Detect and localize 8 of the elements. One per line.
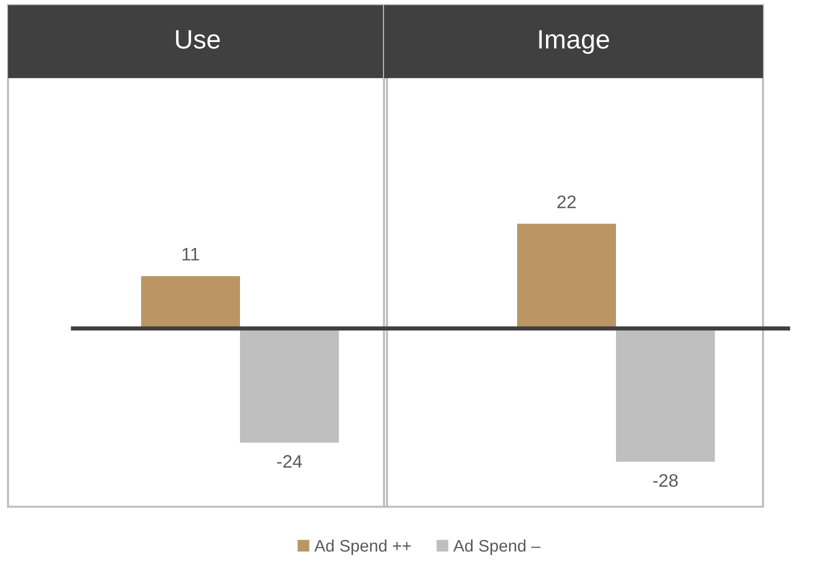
legend-label: Ad Spend ++ [314,539,411,555]
x-tick-label: Use [176,30,220,49]
data-label: -28 [653,474,678,487]
data-label: 22 [557,195,576,208]
data-label: -24 [277,455,302,468]
x-tick-label: Image [539,30,610,54]
data-label: 11 [182,248,200,260]
legend-label: Ad Spend – [453,539,540,555]
